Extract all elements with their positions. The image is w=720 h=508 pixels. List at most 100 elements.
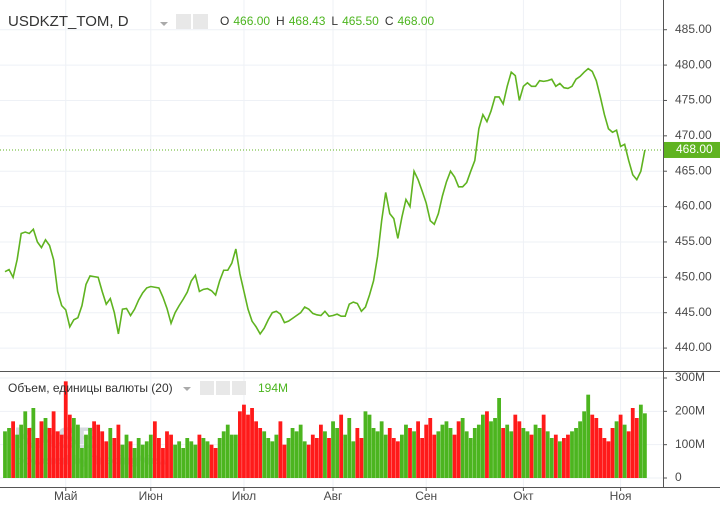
settings-icon[interactable]: [193, 14, 208, 29]
ohlc-key: H: [276, 14, 285, 28]
y-tick-label: 480.00: [675, 57, 712, 71]
volume-bar: [529, 434, 534, 478]
volume-bar: [132, 448, 137, 478]
volume-bar: [343, 434, 348, 478]
dropdown-icon[interactable]: [160, 22, 168, 26]
volume-bar: [383, 434, 388, 478]
volume-bar: [205, 441, 210, 478]
volume-bar: [444, 421, 449, 478]
volume-bar: [84, 434, 88, 478]
dropdown-icon[interactable]: [183, 387, 191, 391]
volume-bar: [310, 434, 315, 478]
volume-bar: [290, 428, 295, 478]
volume-bar: [302, 441, 307, 478]
volume-bar: [408, 428, 412, 478]
close-icon[interactable]: [232, 381, 246, 395]
y-tick-label: 470.00: [675, 128, 712, 142]
volume-bar: [476, 424, 481, 478]
price-line: [4, 67, 646, 336]
y-tick-label: 300M: [675, 370, 705, 384]
volume-bar: [634, 418, 639, 478]
volume-bar: [229, 434, 234, 478]
ohlc-value: 466.00: [233, 14, 270, 28]
volume-bar: [339, 414, 344, 478]
volume-bar: [266, 438, 271, 478]
hide-icon[interactable]: [176, 14, 191, 29]
volume-bar: [432, 434, 437, 478]
volume-bar: [181, 448, 186, 478]
y-tick-label: 455.00: [675, 234, 712, 248]
y-tick-label: 465.00: [675, 163, 712, 177]
x-tick-label: Авг: [324, 489, 343, 503]
volume-bar: [242, 404, 246, 478]
volume-bar: [590, 414, 595, 478]
volume-bar: [254, 421, 258, 478]
volume-bar: [525, 431, 530, 478]
volume-bar: [331, 421, 335, 478]
volume-bar: [485, 411, 489, 478]
x-tick-label: Май: [54, 489, 78, 503]
last-price-label: 468.00: [676, 142, 713, 156]
volume-bar: [428, 418, 433, 478]
volume-bar: [570, 431, 574, 478]
volume-bar: [566, 434, 570, 478]
chart-title: USDKZT_TOM, D: [8, 13, 129, 30]
marks: [0, 67, 663, 478]
volume-bar: [80, 448, 84, 478]
volume-bar: [594, 418, 599, 478]
volume-bar: [193, 444, 198, 478]
ohlc-value: 468.00: [397, 14, 434, 28]
ohlc-key: L: [331, 14, 338, 28]
volume-bar: [456, 421, 461, 478]
volume-bar: [497, 398, 501, 478]
volume-bar: [140, 444, 145, 478]
y-tick-label: 460.00: [675, 199, 712, 213]
volume-bar: [306, 444, 311, 478]
volume-bar: [582, 411, 587, 478]
volume-bar: [319, 424, 323, 478]
volume-bar: [197, 434, 202, 478]
volume-bar: [513, 414, 518, 478]
ohlc-key: C: [385, 14, 394, 28]
volume-bar: [472, 428, 477, 478]
volume-bar: [23, 411, 28, 478]
volume-bar: [262, 431, 267, 478]
y-tick-label: 445.00: [675, 305, 712, 319]
volume-bar: [562, 438, 566, 478]
x-tick-label: Июл: [232, 489, 256, 503]
x-tick-label: Сен: [415, 489, 437, 503]
volume-bar: [630, 408, 635, 478]
volume-bar: [314, 438, 319, 478]
x-tick-label: Ноя: [610, 489, 632, 503]
volume-bar: [39, 421, 44, 478]
x-tick-label: Окт: [513, 489, 534, 503]
volume-bar: [278, 421, 283, 478]
volume-bar: [537, 428, 542, 478]
volume-bar: [509, 431, 514, 478]
volume-bar: [626, 431, 631, 478]
volume-bar: [371, 428, 376, 478]
volume-bar: [557, 441, 562, 478]
volume-bar: [71, 418, 76, 478]
volume-bar: [148, 434, 153, 478]
volume-bar: [67, 414, 72, 478]
volume-bar: [286, 438, 291, 478]
volume-bar: [233, 434, 238, 478]
volume-bar: [221, 431, 226, 478]
volume-bar: [161, 448, 165, 478]
volume-bar: [282, 444, 287, 478]
volume-bar: [545, 431, 550, 478]
volume-bar: [51, 411, 56, 478]
volume-bar: [59, 434, 64, 478]
volume-bar: [327, 438, 331, 478]
volume-bar: [11, 421, 15, 478]
volume-bar: [238, 411, 242, 478]
volume-bar: [549, 438, 554, 478]
volume-bar: [258, 428, 263, 478]
volume-bar: [460, 418, 465, 478]
volume-bar: [553, 434, 558, 478]
volume-bar: [643, 413, 647, 478]
hide-icon[interactable]: [200, 381, 214, 395]
settings-icon[interactable]: [216, 381, 230, 395]
y-tick-label: 440.00: [675, 340, 712, 354]
